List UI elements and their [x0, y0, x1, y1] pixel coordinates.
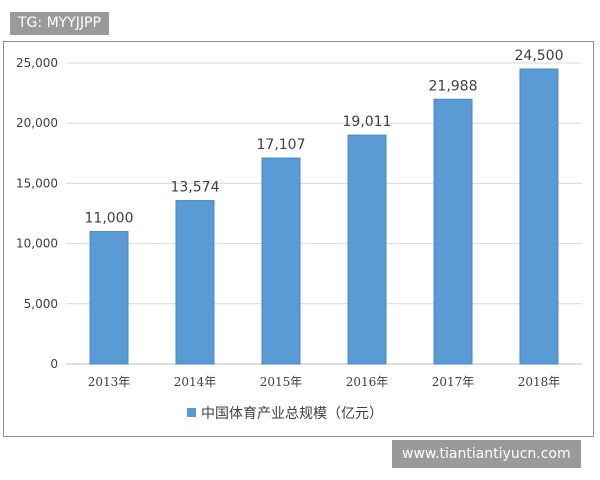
y-tick-label: 20,000: [16, 116, 58, 130]
x-tick-label: 2017年: [432, 375, 475, 389]
y-tick-label: 25,000: [16, 56, 58, 70]
legend-swatch: [187, 408, 196, 417]
y-tick-label: 5,000: [24, 297, 58, 311]
x-tick-label: 2015年: [260, 375, 303, 389]
x-tick-label: 2013年: [88, 375, 131, 389]
bar-2013年: [89, 231, 129, 365]
bar-2018年: [519, 68, 559, 365]
data-label: 11,000: [85, 211, 134, 227]
x-tick-label: 2016年: [346, 375, 389, 389]
y-axis-ticks: 0 5,000 10,000 15,000 20,000 25,000: [16, 56, 58, 371]
bar-chart: 0 5,000 10,000 15,000 20,000 25,000 11,000 13,…: [16, 48, 582, 422]
watermark-bottom: www.tiantiantiyucn.com: [392, 440, 581, 468]
data-label: 17,107: [257, 137, 306, 153]
x-tick-label: 2018年: [518, 375, 561, 389]
chart-frame: 0 5,000 10,000 15,000 20,000 25,000 11,000 13,…: [3, 41, 594, 437]
gridlines: [66, 62, 582, 365]
y-tick-label: 15,000: [16, 176, 58, 190]
x-tick-label: 2014年: [174, 375, 217, 389]
data-label: 21,988: [429, 78, 478, 94]
bar-2016年: [347, 134, 387, 365]
bar-2017年: [433, 98, 473, 365]
legend-label: 中国体育产业总规模（亿元）: [201, 406, 383, 422]
data-labels: 11,000 13,574 17,107 19,011 21,988 24,500: [85, 48, 564, 227]
bars: [89, 68, 559, 365]
bar-2014年: [175, 200, 215, 365]
data-label: 19,011: [343, 114, 392, 130]
watermark-top: TG: MYYJJPP: [10, 12, 109, 35]
y-tick-label: 10,000: [16, 237, 58, 251]
x-axis-ticks: 2013年 2014年 2015年 2016年 2017年 2018年: [88, 375, 561, 389]
data-label: 24,500: [515, 48, 564, 64]
data-label: 13,574: [171, 180, 220, 196]
bar-2015年: [261, 157, 301, 365]
y-tick-label: 0: [50, 357, 58, 371]
legend: 中国体育产业总规模（亿元）: [187, 406, 383, 422]
